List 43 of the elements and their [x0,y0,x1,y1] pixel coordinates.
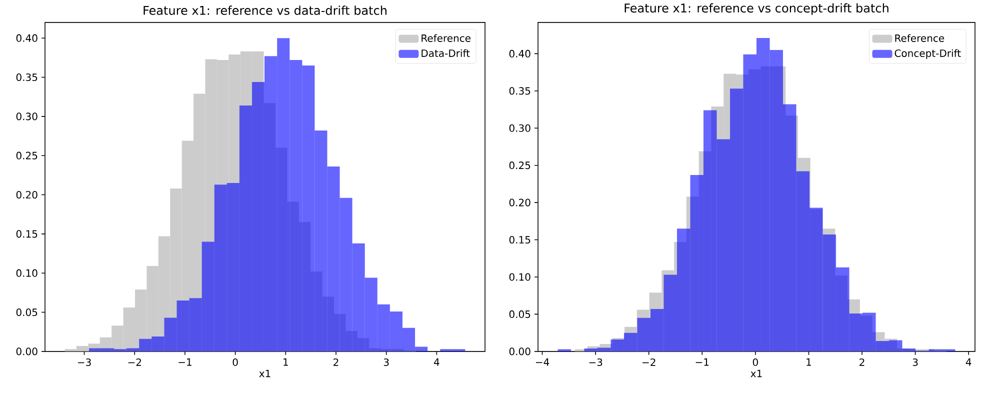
x-tick-label: −2 [128,358,141,366]
y-tick-label: 0.40 [16,34,38,42]
x-tick-label: 0 [752,358,758,366]
x-tick-label: 1 [284,358,288,366]
y-tick-label: 0.10 [16,269,38,277]
x-axis-title: x1 [750,370,762,377]
y-tick-label: 0.40 [509,50,530,58]
x-tick-label: −3 [78,358,91,366]
x-tick-label: 0 [232,358,238,366]
y-tick-label: 0.25 [16,152,38,160]
y-tick-label: 0.00 [16,347,38,355]
x-tick-label: 4 [966,358,972,366]
chart-title: Feature x1: reference vs concept-drift batch [624,3,888,15]
y-tick-label: 0.20 [16,190,38,198]
legend-label: Concept-Drift [894,49,961,59]
y-tick-label: 0.30 [509,124,530,132]
legend-label: Reference [895,34,944,42]
y-tick-label: 0.35 [16,73,38,81]
y-tick-label: 0.15 [16,230,38,238]
y-tick-label: 0.35 [509,86,530,94]
y-tick-label: 0.05 [16,308,38,316]
x-tick-label: −1 [696,358,709,366]
y-tick-label: 0.00 [509,347,530,355]
x-tick-label: 2 [334,358,338,366]
legend-label: Reference [422,34,470,42]
x-tick-label: 3 [912,358,918,366]
x-tick-label: −4 [536,358,550,366]
x-axis-title: x1 [259,370,270,377]
x-tick-label: 4 [434,358,440,366]
y-tick-label: 0.25 [509,161,530,169]
x-tick-label: −3 [589,358,602,366]
y-tick-label: 0.05 [509,310,530,318]
chart-title: Feature x1: reference vs data-drift batch [144,5,386,15]
x-tick-label: −2 [642,358,656,366]
x-tick-label: −1 [178,358,192,366]
x-tick-label: 1 [806,358,811,366]
y-tick-label: 0.15 [509,236,530,244]
y-tick-label: 0.20 [509,198,530,206]
y-tick-label: 0.10 [509,273,530,281]
legend-label: Data-Drift [422,49,470,57]
x-tick-label: 3 [384,358,389,366]
y-tick-label: 0.30 [16,112,38,120]
x-tick-label: 2 [860,358,864,366]
